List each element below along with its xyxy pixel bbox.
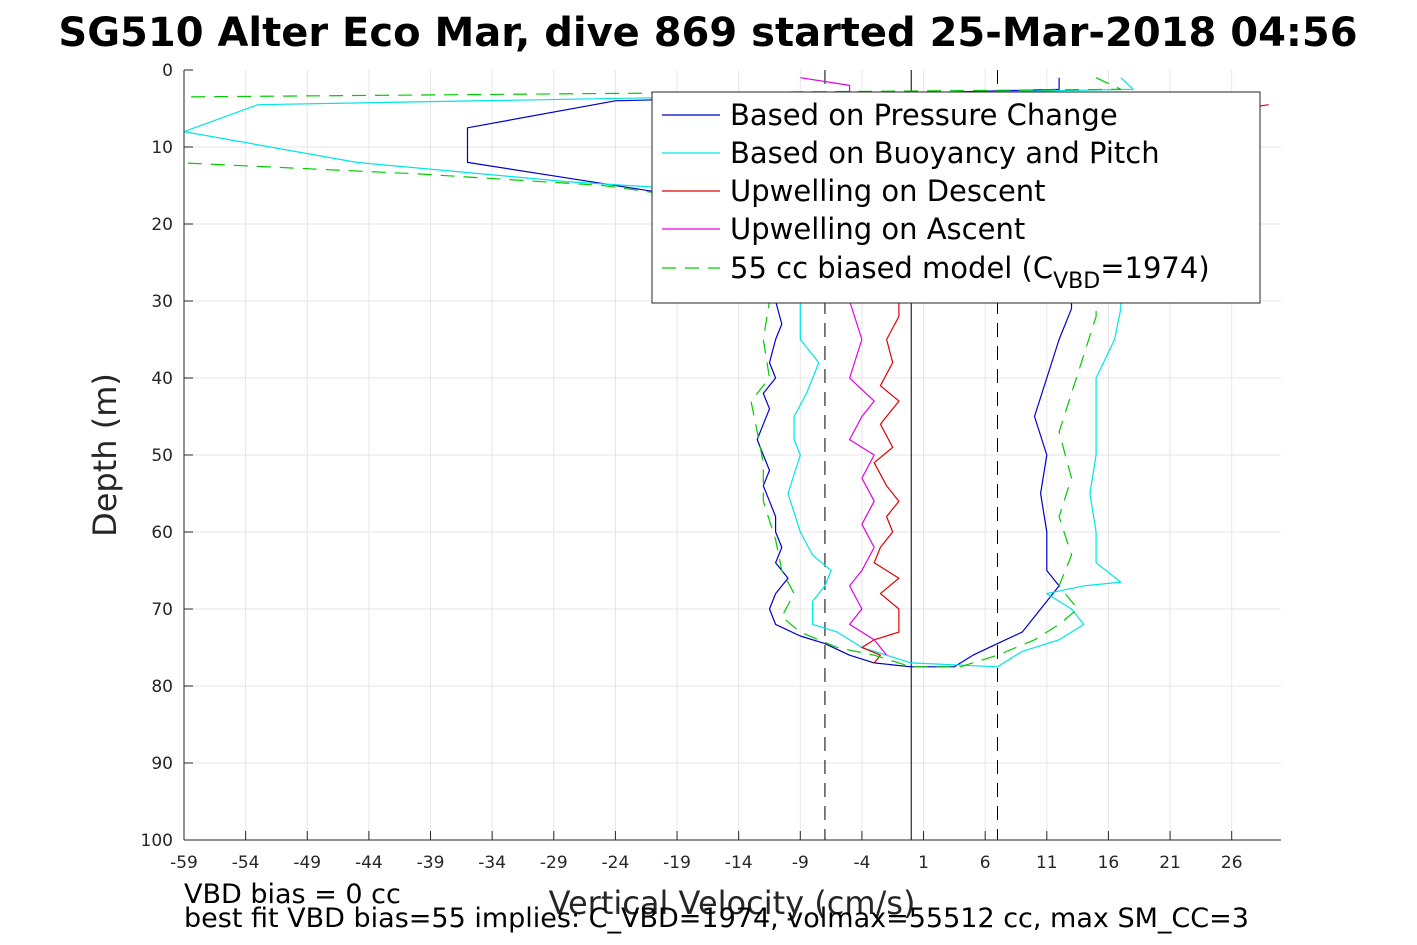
y-axis-label: Depth (m) <box>86 373 124 537</box>
series-line <box>800 77 888 656</box>
x-tick-label: -44 <box>355 853 383 873</box>
legend-label: Based on Buoyancy and Pitch <box>730 136 1160 170</box>
x-tick-label: 1 <box>918 853 929 873</box>
x-tick-label: -54 <box>232 853 260 873</box>
legend-items: Based on Pressure Change Based on Buoyanc… <box>662 98 1210 294</box>
x-tick-label: 11 <box>1036 853 1058 873</box>
x-tick-label: -29 <box>540 853 568 873</box>
legend-label-subscript: VBD <box>1053 269 1100 294</box>
chart-title: SG510 Alter Eco Mar, dive 869 started 25… <box>58 10 1357 56</box>
y-tick-labels: 0 10 20 30 40 50 60 70 80 90 100 <box>141 61 173 851</box>
footer-line-2: best fit VBD bias=55 implies: C_VBD=1974… <box>184 903 1249 934</box>
y-tick-label: 50 <box>151 446 173 466</box>
footer-line-1: VBD bias = 0 cc <box>184 879 401 910</box>
series-line <box>861 104 1269 664</box>
x-tick-label: 6 <box>980 853 991 873</box>
legend-label: 55 cc biased model (CVBD=1974) <box>730 251 1210 294</box>
y-tick-label: 60 <box>151 523 173 543</box>
y-tick-label: 0 <box>162 61 173 81</box>
x-tick-label: -59 <box>170 853 198 873</box>
x-tick-label: -9 <box>792 853 809 873</box>
x-tick-label: -49 <box>293 853 321 873</box>
x-tick-label: 26 <box>1221 853 1243 873</box>
legend-label: Based on Pressure Change <box>730 98 1118 132</box>
x-tick-label: -34 <box>478 853 506 873</box>
y-tick-label: 90 <box>151 754 173 774</box>
y-tick-label: 40 <box>151 369 173 389</box>
y-tick-label: 10 <box>151 138 173 158</box>
x-axis-label: Vertical Velocity (cm/s) <box>549 884 916 922</box>
axes <box>183 69 1281 841</box>
y-tick-label: 30 <box>151 292 173 312</box>
legend-box <box>651 91 1261 304</box>
legend: Based on Pressure Change Based on Buoyanc… <box>651 91 1261 304</box>
legend-label: Upwelling on Ascent <box>730 212 1025 246</box>
x-tick-label: -14 <box>725 853 753 873</box>
y-tick-label: 70 <box>151 600 173 620</box>
x-tick-label: 16 <box>1098 853 1120 873</box>
x-tick-label: -4 <box>853 853 870 873</box>
legend-label-suffix: =1974) <box>1100 251 1209 285</box>
x-tick-labels: -59 -54 -49 -44 -39 -34 -29 -24 -19 -14 -9 -4 1 6 11 16… <box>170 853 1242 873</box>
x-tick-label: -39 <box>417 853 445 873</box>
y-tick-label: 100 <box>141 831 173 851</box>
x-tick-label: -19 <box>663 853 691 873</box>
legend-label-text: 55 cc biased model (C <box>730 251 1053 285</box>
y-tick-label: 20 <box>151 215 173 235</box>
x-tick-label: 21 <box>1159 853 1181 873</box>
y-tick-label: 80 <box>151 677 173 697</box>
legend-label: Upwelling on Descent <box>730 174 1046 208</box>
x-tick-label: -24 <box>602 853 630 873</box>
